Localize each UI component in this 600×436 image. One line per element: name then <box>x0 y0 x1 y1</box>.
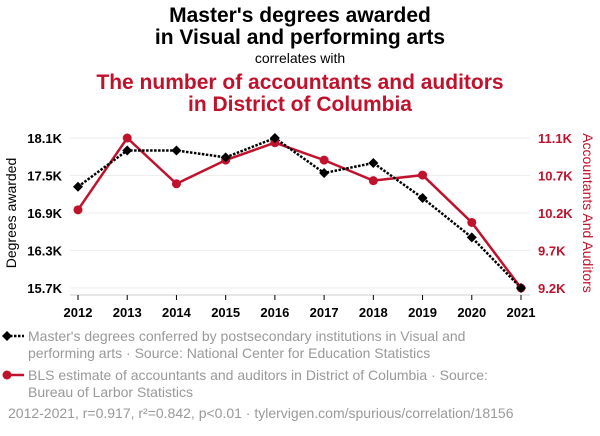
x-tick-label: 2014 <box>162 305 192 320</box>
x-tick-label: 2013 <box>113 305 142 320</box>
y-right-tick-label: 11.1K <box>538 131 573 146</box>
y-tick-label: 18.1K <box>27 131 62 146</box>
series-1-point <box>122 145 133 156</box>
legend-series-2: BLS estimate of accountants and auditors… <box>28 367 588 401</box>
series-1-point <box>516 283 526 293</box>
series-1-point <box>73 181 83 192</box>
y-tick-label: 17.5K <box>27 169 62 184</box>
y-tick-label: 15.7K <box>27 281 62 296</box>
legend-s2-line2: Bureau of Larbor Statistics <box>28 384 193 400</box>
y-right-tick-label: 10.7K <box>538 169 573 184</box>
footer: 2012-2021, r=0.917, r²=0.842, p<0.01 · t… <box>8 405 514 421</box>
y-right-axis-label: Accountants And Auditors <box>580 133 596 293</box>
x-tick-label: 2016 <box>260 305 289 320</box>
series-1-point <box>417 193 428 203</box>
x-tick-label: 2018 <box>359 305 388 320</box>
legend-s2-circle-icon <box>2 370 12 380</box>
title2-line-1: The number of accountants and auditors <box>96 71 504 94</box>
series-1-point <box>220 152 231 163</box>
y-right-tick-label: 9.7K <box>538 244 566 259</box>
y-right-tick-label: 9.2K <box>538 281 566 296</box>
series-2-point <box>418 170 428 180</box>
series-2-point <box>368 176 378 186</box>
title-line-2: in Visual and performing arts <box>154 26 446 49</box>
x-tick-label: 2015 <box>211 305 240 320</box>
series-1-point <box>368 158 379 168</box>
series-2-point <box>122 133 132 143</box>
y-axis-label: Degrees awarded <box>3 158 19 269</box>
series-2-line <box>76 136 522 289</box>
legend-s1-diamond-icon <box>2 331 12 341</box>
x-tick-label: 2012 <box>64 305 93 320</box>
series-2-point <box>73 205 83 215</box>
y-tick-label: 16.9K <box>27 206 62 221</box>
y-right-tick-label: 10.2K <box>538 206 573 221</box>
x-tick-label: 2017 <box>310 305 339 320</box>
legend-s2-line1: BLS estimate of accountants and auditors… <box>28 367 488 383</box>
y-tick-label: 16.3K <box>27 244 62 259</box>
title2-line-2: in District of Columbia <box>187 93 412 116</box>
legend-s1-line2: performing arts · Source: National Cente… <box>28 345 431 361</box>
x-tick-label: 2019 <box>408 305 437 320</box>
series-1-point <box>171 145 182 156</box>
series-1-point <box>319 168 330 178</box>
series-2-point <box>171 179 181 189</box>
series-1-point <box>269 133 280 143</box>
x-tick-label: 2021 <box>507 305 536 320</box>
series-1-line <box>77 136 522 289</box>
legend-series-1: Master's degrees conferred by postsecond… <box>28 328 588 362</box>
x-tick-label: 2020 <box>457 305 486 320</box>
series-2-point <box>319 155 329 165</box>
title-line-1: Master's degrees awarded <box>169 4 431 27</box>
subtitle: correlates with <box>254 50 346 66</box>
series-2-point <box>467 217 477 227</box>
legend-s1-line1: Master's degrees conferred by postsecond… <box>28 328 466 344</box>
series-1-point <box>466 232 477 243</box>
